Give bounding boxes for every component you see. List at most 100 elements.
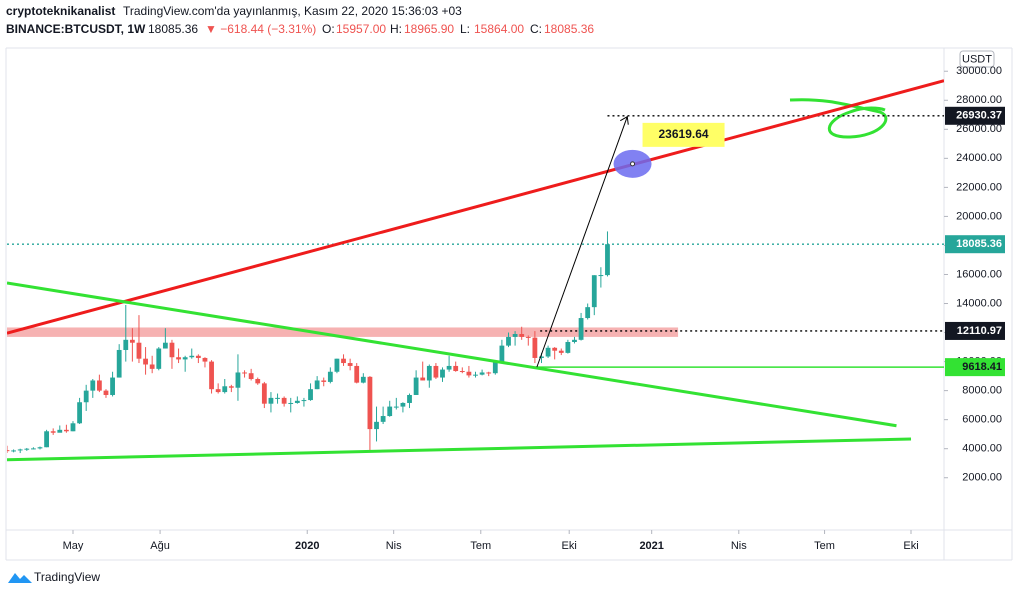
candle-body <box>578 318 584 340</box>
y-tick-label: 26000.00 <box>956 123 1002 135</box>
arrow-head <box>620 115 629 125</box>
candle-body <box>552 347 558 351</box>
ohlc-value: 15864.00 <box>474 22 524 36</box>
candle-body <box>479 372 485 375</box>
candle-body <box>407 394 412 403</box>
symbol: BINANCE:BTCUSDT, 1W <box>6 22 146 36</box>
candle-body <box>598 275 604 277</box>
candle-body <box>182 357 188 360</box>
candle-body <box>24 448 30 450</box>
y-tick-label: 16000.00 <box>956 268 1002 280</box>
x-tick-label: Nis <box>731 540 747 552</box>
candle-body <box>215 389 221 393</box>
candle-body <box>70 423 76 432</box>
candle-body <box>374 421 379 430</box>
candle-body <box>261 383 267 404</box>
arrow <box>536 116 628 368</box>
x-tick-label: May <box>63 540 84 552</box>
candle-body <box>360 376 366 383</box>
candle-body <box>433 365 439 378</box>
candle-body <box>525 336 531 338</box>
x-tick-label: Tem <box>814 540 835 552</box>
y-tick-label: 14000.00 <box>956 297 1002 309</box>
currency[interactable]: USDT <box>962 53 992 65</box>
candle-body <box>446 365 452 370</box>
y-tick-label: 30000.00 <box>956 65 1002 77</box>
candle-body <box>129 339 135 343</box>
candle-body <box>228 386 234 388</box>
candle-body <box>176 357 181 360</box>
candle-body <box>327 371 333 382</box>
change: ▼ −618.44 (−3.31%) <box>205 22 316 36</box>
candle-body <box>565 341 571 353</box>
candle-body <box>341 358 346 364</box>
ohlc-value: 15957.00 <box>336 22 386 36</box>
candle-body <box>268 397 274 404</box>
trendline <box>7 79 944 335</box>
y-tick-label: 6000.00 <box>962 414 1002 426</box>
candle-body <box>235 372 241 388</box>
candle-body <box>572 339 577 342</box>
candle-body <box>558 350 564 353</box>
candle-body <box>11 450 16 452</box>
callout: 23619.64 <box>659 127 709 141</box>
y-tick-label: 2000.00 <box>962 472 1002 484</box>
candle-body <box>255 379 261 384</box>
candle-body <box>17 449 23 451</box>
y-tick-label: 8000.00 <box>962 385 1002 397</box>
candle-body <box>136 342 142 359</box>
candle-body <box>506 336 511 346</box>
last-price: 18085.36 <box>148 22 198 36</box>
candle-body <box>156 348 162 369</box>
trendline <box>7 281 897 428</box>
candle-body <box>110 377 115 395</box>
candle-body <box>195 355 201 358</box>
x-tick-label: Tem <box>470 540 491 552</box>
candle-body <box>314 380 320 390</box>
candle-body <box>308 389 313 401</box>
ohlc-value: 18085.36 <box>544 22 594 36</box>
candle-body <box>275 397 280 399</box>
candle-body <box>420 377 426 381</box>
candle-body <box>380 416 386 422</box>
price-label-box <box>945 106 1005 125</box>
candle-body <box>7 450 10 452</box>
candle-body <box>367 376 373 430</box>
ohlc-value: 18965.90 <box>404 22 454 36</box>
price-label: 18085.36 <box>956 238 1002 250</box>
candle-body <box>492 362 498 374</box>
candle-body <box>57 429 63 433</box>
candle-body <box>512 334 518 337</box>
candle-body <box>96 380 102 391</box>
y-tick-label: 28000.00 <box>956 94 1002 106</box>
candle-body <box>288 402 294 404</box>
candle-body <box>77 402 82 424</box>
logo <box>8 573 32 583</box>
candle-body <box>90 380 96 391</box>
candle-body <box>202 357 208 362</box>
candle-body <box>83 390 89 403</box>
candle-body <box>585 307 591 319</box>
candle-body <box>486 372 492 374</box>
ohlc-key: H: <box>390 22 402 36</box>
price-label: 26930.37 <box>956 110 1002 122</box>
currency-box[interactable] <box>959 50 995 68</box>
x-tick-label: 2021 <box>639 540 663 552</box>
trendline <box>7 437 912 462</box>
candle-body <box>248 373 254 380</box>
candle-body <box>400 402 406 407</box>
callout-box <box>642 122 725 147</box>
candle-body <box>149 364 155 369</box>
price-label-box <box>945 321 1005 340</box>
candle-body <box>37 447 43 449</box>
subtitle: TradingView.com'da yayınlanmış, Kasım 22… <box>123 4 462 18</box>
candle-body <box>334 358 340 372</box>
point <box>630 161 636 167</box>
candle-body <box>116 349 122 378</box>
candle-body <box>347 363 353 366</box>
candle-body <box>169 342 175 358</box>
candle-body <box>545 347 551 357</box>
y-tick-label: 22000.00 <box>956 181 1002 193</box>
candle-body <box>321 380 327 382</box>
